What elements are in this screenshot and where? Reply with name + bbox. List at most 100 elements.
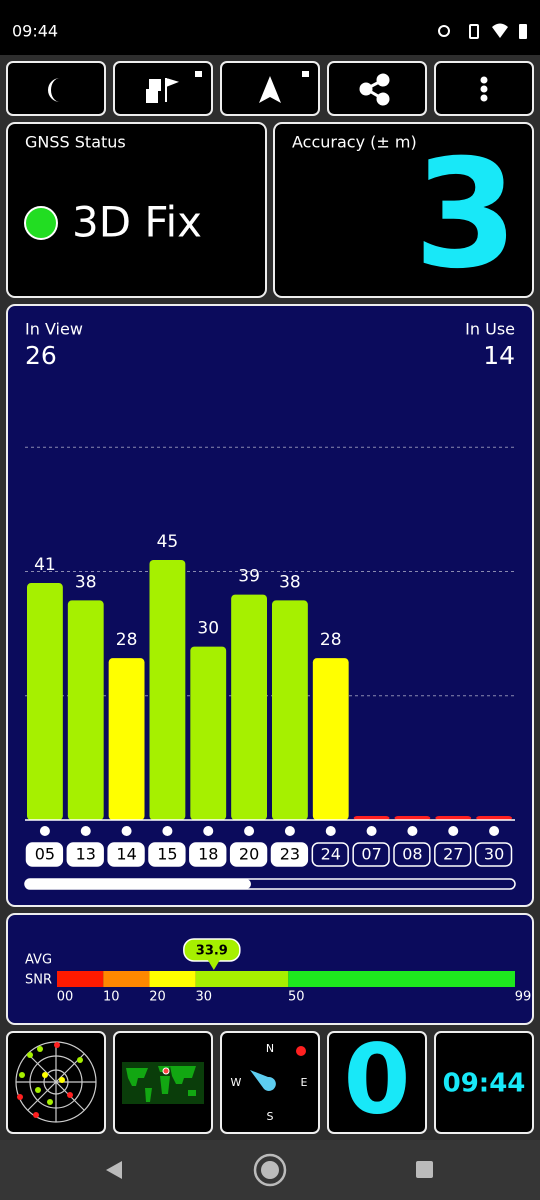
- bar-value-label: 38: [279, 572, 301, 592]
- satellite-dot: [284, 826, 295, 836]
- wizard-icon: [146, 78, 180, 103]
- prn-label: 08: [402, 845, 422, 864]
- moon-icon: [48, 78, 60, 102]
- bar: [27, 583, 63, 820]
- bar-value-label: 39: [238, 567, 260, 587]
- satellite-dot: [448, 826, 459, 836]
- accuracy-title: Accuracy (± m): [292, 133, 417, 152]
- prn-label: 18: [198, 845, 218, 864]
- prn-label: 05: [35, 845, 55, 864]
- accuracy-value: 3: [414, 128, 518, 302]
- snr-segment: [57, 971, 104, 987]
- satellite-dot: [325, 826, 336, 836]
- speed-value: 0: [344, 1023, 411, 1135]
- bar: [476, 816, 512, 820]
- prn-label: 20: [239, 845, 259, 864]
- prn-label: 24: [321, 845, 341, 864]
- bar: [231, 594, 267, 820]
- prn-box: [474, 842, 513, 867]
- wizard-button[interactable]: [113, 61, 213, 116]
- prn-box: [352, 842, 390, 867]
- satellite-dot: [244, 826, 255, 836]
- snr-avg-value: 33.9: [196, 944, 228, 959]
- prn-box: [311, 842, 349, 867]
- compass-marker: [296, 1046, 306, 1056]
- snr-label: SNR: [25, 973, 52, 988]
- gnss-status-panel: [6, 122, 267, 298]
- bar: [272, 600, 308, 820]
- in-use-label: In Use: [465, 320, 515, 339]
- snr-avg-pointer: [207, 960, 220, 970]
- share-button[interactable]: [327, 61, 427, 116]
- night-mode-button[interactable]: [6, 61, 106, 116]
- satellite-dot: [489, 826, 500, 836]
- scrollbar-thumb[interactable]: [25, 879, 251, 889]
- clock-tile[interactable]: [434, 1031, 534, 1134]
- lock-icon: [195, 71, 202, 77]
- bar: [435, 816, 472, 820]
- prn-box-used: [229, 842, 268, 867]
- snr-panel: [6, 913, 534, 1025]
- prn-box-used: [189, 842, 227, 867]
- satellite-dot: [121, 826, 132, 836]
- prn-box: [434, 842, 472, 867]
- bar-value-label: 41: [34, 555, 56, 575]
- bar-value-label: 28: [116, 630, 138, 650]
- bar-value-label: 30: [197, 619, 219, 639]
- bar-value-label: 28: [320, 630, 342, 650]
- prn-label: 23: [280, 845, 300, 864]
- status-bar: [0, 0, 540, 55]
- sky-plot: [15, 1041, 97, 1123]
- arrow-icon: [259, 76, 281, 103]
- prn-label: 27: [443, 845, 463, 864]
- in-view-label: In View: [25, 320, 83, 339]
- bar-value-label: 38: [75, 572, 97, 592]
- snr-segment: [195, 971, 289, 987]
- compass-north: N: [266, 1042, 274, 1055]
- gnss-status-title: GNSS Status: [25, 133, 126, 152]
- recents-button[interactable]: [416, 1161, 433, 1178]
- prn-box-used: [25, 842, 64, 867]
- snr-segment: [288, 971, 515, 987]
- prn-label: 15: [157, 845, 177, 864]
- in-view-value: 26: [25, 341, 57, 370]
- compass-east: E: [301, 1076, 308, 1089]
- gnss-status-value: 3D Fix: [72, 198, 202, 247]
- bar: [149, 559, 186, 820]
- snr-avg-label: AVG: [25, 953, 52, 968]
- compass-west: W: [231, 1076, 242, 1089]
- bar-value-label: 45: [157, 532, 179, 552]
- bar: [108, 658, 145, 820]
- menu-icon: [480, 76, 488, 102]
- satellite-dot: [407, 826, 418, 836]
- snr-segment: [103, 971, 150, 987]
- in-use-value: 14: [483, 341, 515, 370]
- snr-tick-label: 10: [103, 990, 120, 1005]
- prn-label: 30: [484, 845, 504, 864]
- back-button[interactable]: [106, 1161, 122, 1179]
- compass-south: S: [267, 1110, 274, 1123]
- fix-indicator: [24, 206, 58, 240]
- prn-box-used: [66, 842, 104, 867]
- speed-tile[interactable]: [327, 1031, 427, 1134]
- snr-tick-label: 30: [196, 990, 213, 1005]
- satellite-dot: [162, 826, 173, 836]
- snr-tick-label: 20: [149, 990, 166, 1005]
- home-button[interactable]: [253, 1153, 287, 1187]
- accuracy-panel: [273, 122, 534, 298]
- satellite-dot: [39, 826, 50, 836]
- snr-tick-label: 50: [288, 990, 305, 1005]
- prn-box-used: [107, 842, 145, 867]
- satellite-dot: [80, 826, 91, 836]
- lock-icon: [302, 71, 309, 77]
- snr-segment: [149, 971, 196, 987]
- snr-tick-label: 99: [515, 990, 532, 1005]
- snr-tick-label: 00: [57, 990, 74, 1005]
- sky-satellites: [17, 1042, 83, 1118]
- prn-box: [393, 842, 431, 867]
- bar: [353, 816, 390, 820]
- share-icon: [359, 73, 390, 106]
- compass-needle: [250, 1070, 276, 1091]
